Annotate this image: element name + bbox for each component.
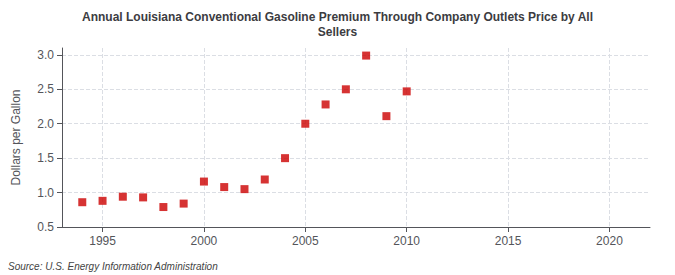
svg-text:1995: 1995 <box>89 234 116 248</box>
svg-text:1.5: 1.5 <box>37 151 54 165</box>
svg-text:0.5: 0.5 <box>37 220 54 234</box>
svg-text:Dollars per Gallon: Dollars per Gallon <box>9 89 23 185</box>
svg-text:Annual Louisiana Conventional: Annual Louisiana Conventional Gasoline P… <box>82 10 593 24</box>
svg-text:2.0: 2.0 <box>37 117 54 131</box>
svg-text:2015: 2015 <box>495 234 522 248</box>
svg-text:Source: U.S. Energy Informatio: Source: U.S. Energy Information Administ… <box>8 261 218 272</box>
svg-text:2000: 2000 <box>191 234 218 248</box>
svg-text:3.0: 3.0 <box>37 48 54 62</box>
svg-text:2005: 2005 <box>292 234 319 248</box>
svg-text:Sellers: Sellers <box>318 25 358 39</box>
svg-text:1.0: 1.0 <box>37 186 54 200</box>
svg-text:2020: 2020 <box>596 234 623 248</box>
svg-text:2010: 2010 <box>393 234 420 248</box>
svg-text:2.5: 2.5 <box>37 82 54 96</box>
